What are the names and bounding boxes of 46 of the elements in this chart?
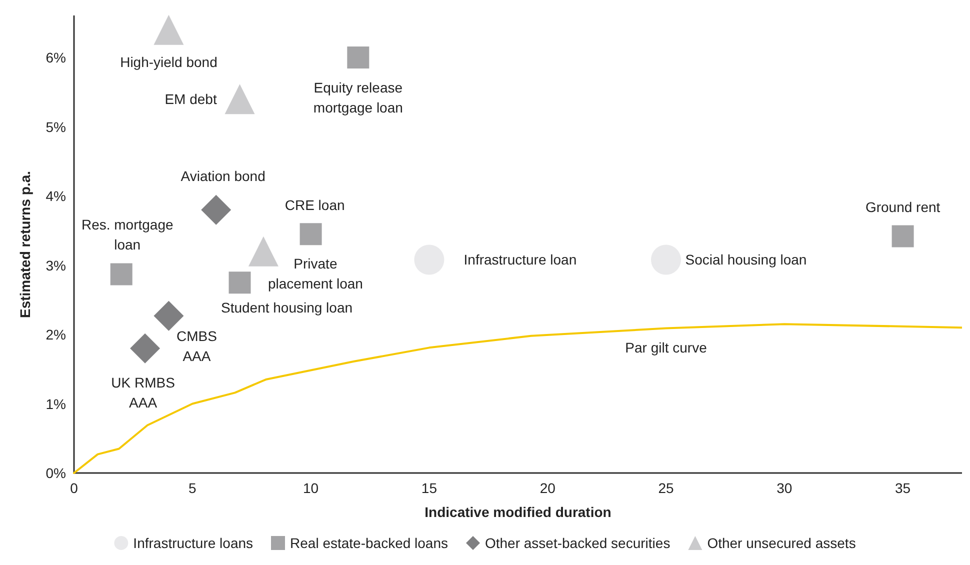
point [228,272,251,294]
annotation: High-yield bond [120,54,218,70]
annotation: Ground rent [865,199,940,216]
annotation: CMBS AAA [176,328,217,364]
annotation: Social housing loan [685,252,807,268]
y-tick-label: 3% [46,257,66,274]
x-tick-label: 5 [188,480,196,496]
annotation: Aviation bond [180,168,266,184]
point [248,236,278,266]
point [110,263,132,286]
x-tick-label: 30 [776,480,792,496]
legend-label: Real estate-backed loans [290,535,448,551]
annotation: Equity release mortgage loan [313,80,403,116]
y-tick-label: 6% [46,50,66,66]
annotation: CRE loan [284,197,345,214]
y-tick-label: 4% [46,188,66,204]
y-tick-label: 2% [46,326,66,343]
x-tick-label: 15 [421,480,438,496]
x-axis-title: Indicative modified duration [424,504,612,520]
annotation: Infrastructure loan [464,252,577,268]
y-tick-label: 5% [46,118,66,135]
point [154,14,184,45]
point [154,300,184,331]
x-tick-label: 25 [658,480,674,496]
y-axis-title: Estimated returns p.a. [17,170,33,318]
legend-label: Other asset-backed securities [484,535,670,551]
x-tick-label: 0 [70,480,78,496]
point [224,84,255,114]
annotation: EM debt [164,91,217,108]
point [347,46,370,69]
annotation: Res. mortgage loan [81,216,174,252]
y-tick-label: 1% [46,396,66,412]
annotation: Student housing loan [220,300,353,316]
x-tick-label: 35 [895,480,911,496]
y-tick-label: 0% [46,465,66,481]
legend-label: Infrastructure loans [133,535,254,551]
annotation: UK RMBS AAA [111,374,175,410]
annotation: Private placement loan [268,255,363,292]
legend-label: Other unsecured assets [707,535,856,551]
point [130,333,160,364]
x-tick-label: 10 [303,480,319,496]
point [201,194,232,225]
annotation: Par gilt curve [625,339,708,356]
point [892,225,914,248]
point [300,223,322,246]
x-tick-label: 20 [540,480,556,496]
